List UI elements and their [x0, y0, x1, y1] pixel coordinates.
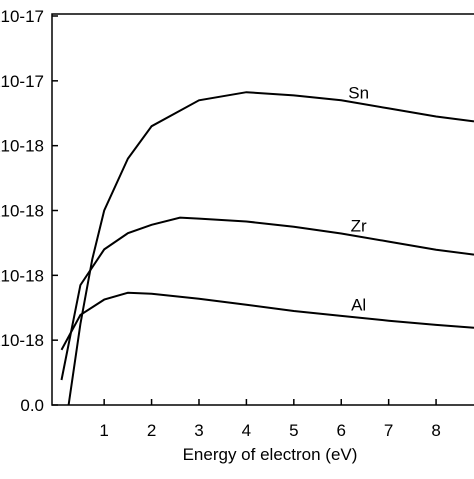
x-tick-label: 3 [194, 421, 203, 440]
series-line [62, 218, 474, 380]
series-line [62, 293, 474, 350]
x-tick-label: 8 [431, 421, 440, 440]
x-tick-label: 5 [289, 421, 298, 440]
x-tick-label: 4 [242, 421, 251, 440]
series-line [69, 92, 474, 405]
y-tick-label: 1.0x10-17 [0, 72, 44, 91]
y-tick-label: 4.0x10-18 [0, 266, 44, 285]
y-tick-label: 8.0x10-18 [0, 137, 44, 156]
y-tick-label: 0.0 [20, 396, 44, 415]
x-tick-label: 7 [384, 421, 393, 440]
x-axis-label: Energy of electron (eV) [183, 445, 358, 464]
x-tick-label: 2 [147, 421, 156, 440]
y-tick-label: 2.0x10-18 [0, 331, 44, 350]
series-label: Zr [351, 217, 367, 236]
y-tick-label: 6.0x10-18 [0, 202, 44, 221]
x-tick-label: 1 [99, 421, 108, 440]
x-tick-label: 6 [337, 421, 346, 440]
plot-frame [52, 14, 474, 405]
series-label: Al [351, 296, 366, 315]
y-tick-label: 1.2x10-17 [0, 7, 44, 26]
series-label: Sn [348, 83, 369, 102]
